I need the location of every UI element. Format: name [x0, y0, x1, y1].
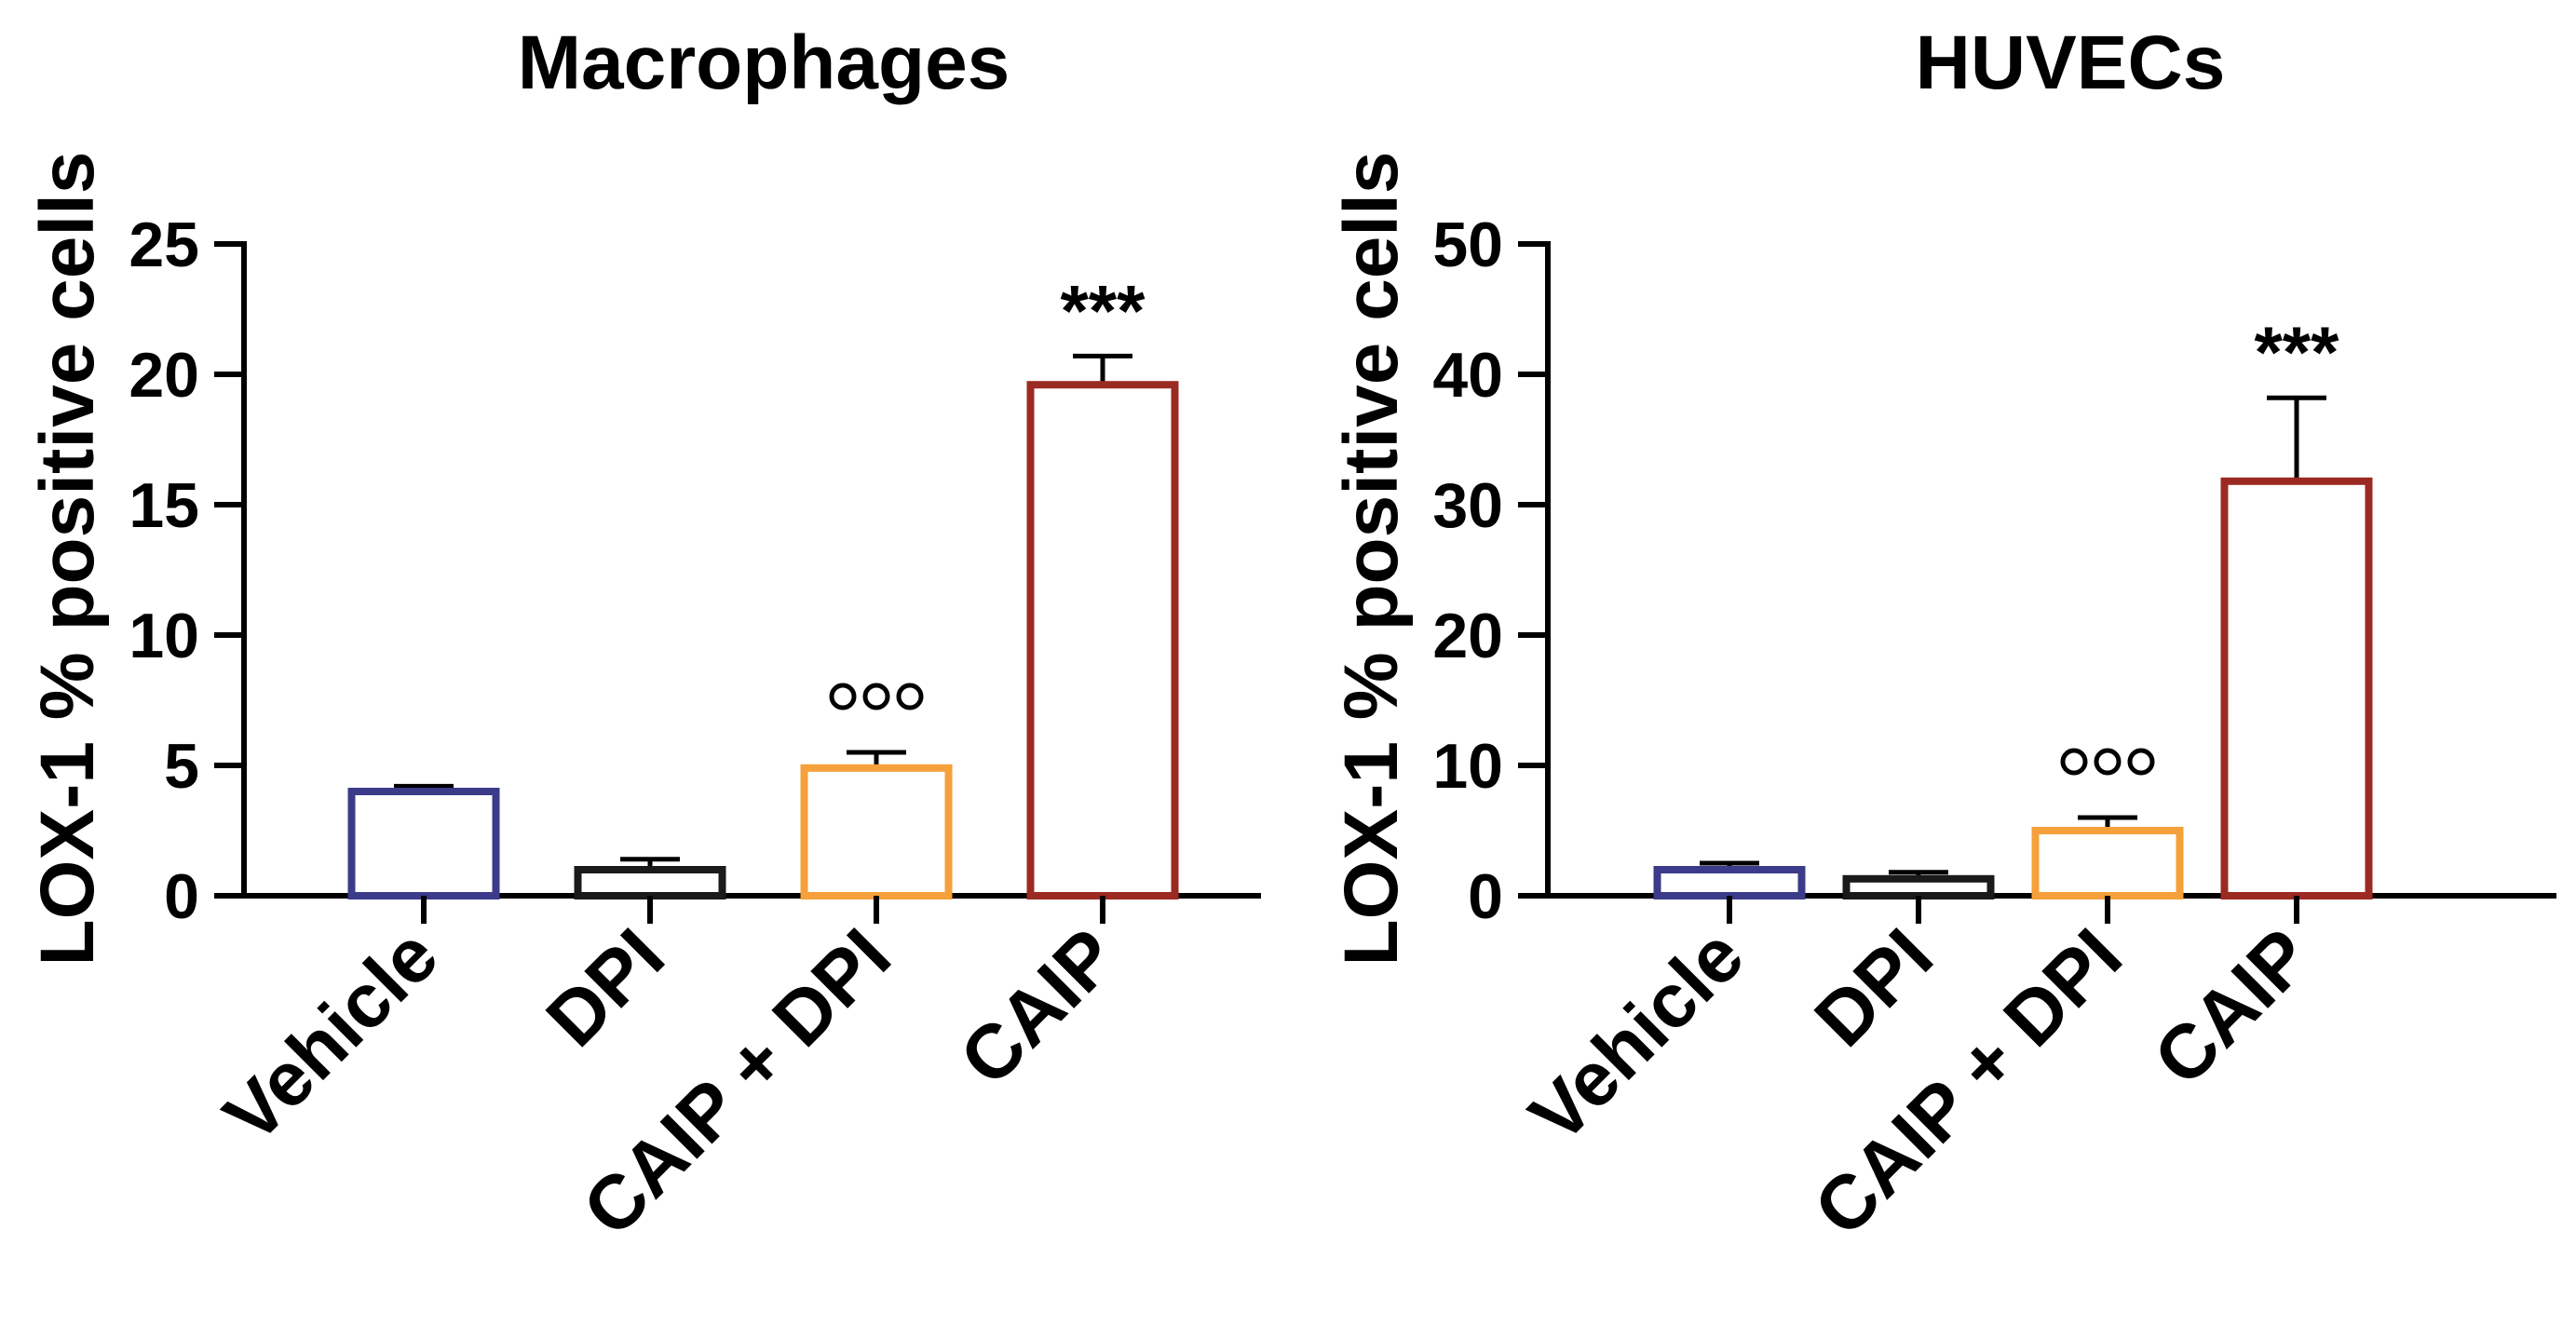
bar: [1842, 874, 1995, 899]
chart-title: Macrophages: [518, 20, 1010, 105]
x-tick-label: DPI: [1799, 913, 1949, 1062]
x-tick-label: CAIP: [2138, 913, 2327, 1102]
y-tick-label: 25: [129, 210, 199, 280]
significance-circles: [829, 683, 924, 710]
x-tick-label: DPI: [531, 913, 681, 1062]
x-tick-label: Vehicle: [209, 913, 454, 1158]
y-tick-label: 30: [1432, 470, 1503, 541]
significance-circle: [2127, 748, 2155, 776]
significance-asterisks: ***: [1060, 269, 1146, 351]
chart-panel-huvecs: HUVECs LOX-1 % positive cells 0 10 20 30 40 50 V…: [1329, 20, 2556, 1252]
y-tick-label: 50: [1432, 210, 1503, 280]
y-tick-label: 0: [164, 861, 199, 932]
significance-asterisks: ***: [2254, 311, 2339, 393]
bar: [1653, 866, 1806, 899]
bar: [2031, 827, 2184, 899]
significance-circle: [862, 683, 890, 710]
significance-circles: [2060, 748, 2155, 776]
bar: [574, 866, 726, 899]
bar: [347, 788, 500, 899]
y-tick-label: 10: [1432, 731, 1503, 802]
y-axis-label: LOX-1 % positive cells: [1329, 152, 1414, 967]
y-tick-label: 20: [129, 340, 199, 411]
y-tick-label: 10: [129, 601, 199, 671]
y-tick-label: 40: [1432, 340, 1503, 411]
bar: [1026, 381, 1179, 899]
y-tick-label: 5: [164, 731, 199, 802]
bar: [2220, 477, 2373, 899]
significance-circle: [2094, 748, 2122, 776]
y-axis-label: LOX-1 % positive cells: [25, 152, 110, 967]
x-tick-label: Vehicle: [1514, 913, 1760, 1158]
chart-panel-macrophages: Macrophages LOX-1 % positive cells 0 5 10 15 2…: [25, 20, 1261, 1252]
significance-circle: [896, 683, 924, 710]
y-tick-label: 20: [1432, 601, 1503, 671]
significance-circle: [829, 683, 857, 710]
y-tick-label: 15: [129, 470, 199, 541]
bar: [800, 764, 953, 899]
y-tick-label: 0: [1468, 861, 1503, 932]
chart-title: HUVECs: [1916, 20, 2226, 105]
significance-circle: [2060, 748, 2088, 776]
x-tick-label: CAIP: [944, 913, 1133, 1102]
